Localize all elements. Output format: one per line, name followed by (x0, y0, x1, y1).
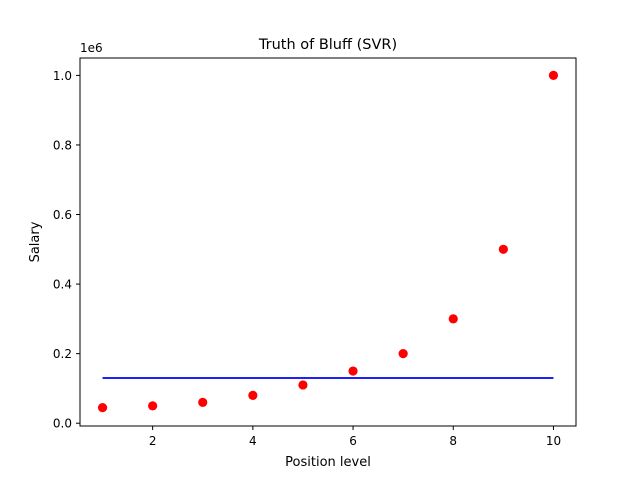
y-tick-label-1: 0.2 (53, 347, 72, 361)
plot-area: 2 4 6 8 10 0.0 0.2 0.4 0.6 0.8 1.0 (53, 57, 577, 448)
y-axis-label: Salary (28, 221, 43, 262)
y-tick-label-4: 0.8 (53, 138, 72, 152)
y-tick-label-2: 0.4 (53, 278, 72, 292)
scatter-point-10 (548, 70, 559, 80)
scatter-point-5 (298, 380, 308, 390)
y-tick-label-5: 1.0 (53, 69, 72, 83)
x-axis-label: Position level (285, 455, 371, 470)
scatter-point-7 (398, 349, 408, 359)
x-tick-label-1: 4 (249, 434, 257, 448)
x-tick-label-0: 2 (149, 434, 157, 448)
x-tick-label-2: 6 (349, 434, 357, 448)
scatter-point-6 (348, 366, 358, 376)
y-offset-text: 1e6 (80, 41, 103, 55)
y-tick-label-3: 0.6 (53, 208, 72, 222)
scatter-point-1 (97, 402, 108, 413)
plot-frame (79, 57, 577, 427)
y-tick-label-0: 0.0 (53, 417, 72, 431)
chart-title: Truth of Bluff (SVR) (258, 37, 397, 53)
scatter-point-4 (248, 390, 258, 400)
scatter-point-8 (448, 314, 458, 324)
x-tick-label-4: 10 (546, 434, 561, 448)
x-tick-label-3: 8 (449, 434, 457, 448)
scatter-point-3 (198, 397, 208, 407)
scatter-point-9 (498, 244, 508, 254)
scatter-point-2 (148, 401, 158, 411)
